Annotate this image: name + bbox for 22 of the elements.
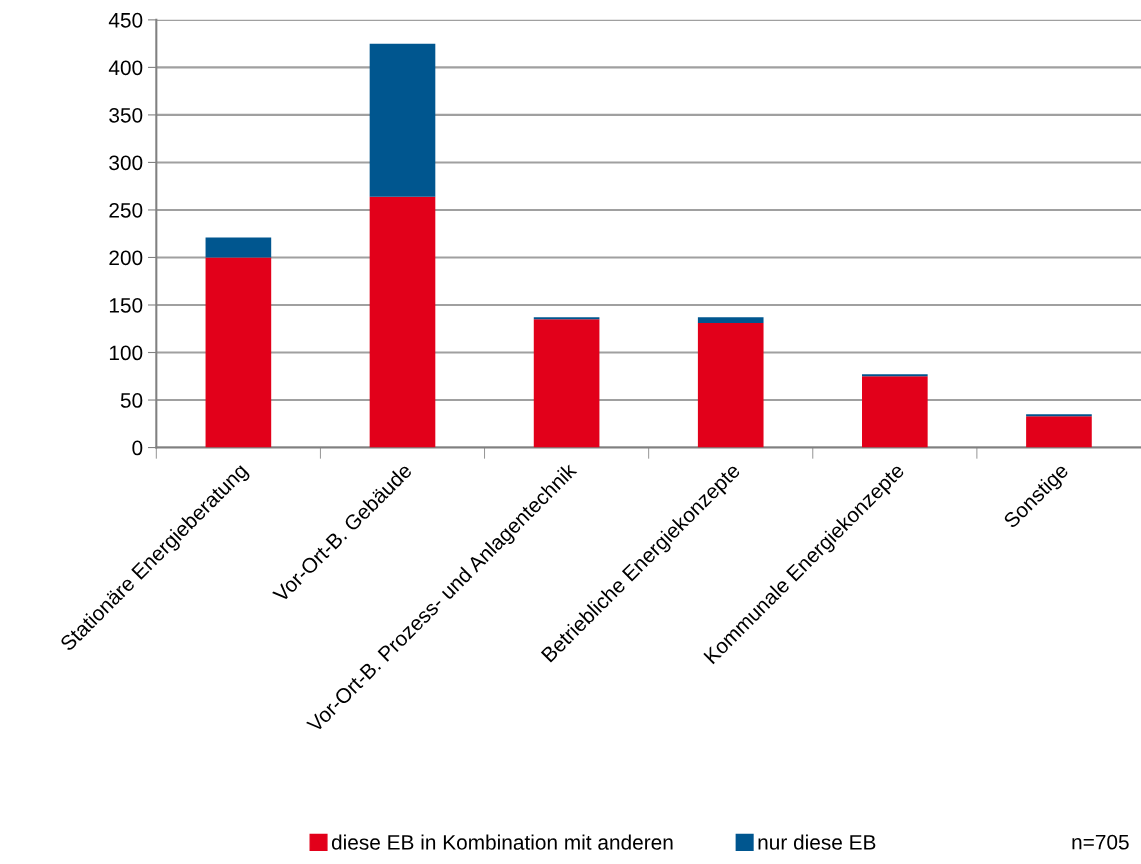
bar [205,237,272,258]
bar [697,317,764,324]
legend-label: diese EB in Kombination mit anderen [331,834,673,850]
y-tick-label: 0 [132,440,143,456]
text: n=705 [1072,834,1129,850]
bar [862,376,928,448]
bar [369,43,436,197]
bar [697,323,764,448]
y-tick-label: 300 [109,155,143,171]
y-tick-label: 150 [109,297,143,313]
y-tick-label: 250 [109,202,143,218]
y-tick-label: 350 [109,107,143,123]
y-tick-label: 450 [108,12,143,28]
y-tick-label: 200 [109,250,143,266]
bar [1026,416,1092,448]
legend-label: nur diese EB [758,834,876,850]
bar [533,319,600,448]
y-tick-label: 50 [120,393,143,408]
y-tick-label: 400 [108,60,143,76]
bar [205,257,272,448]
bar [369,196,436,448]
y-tick-label: 100 [109,345,143,361]
